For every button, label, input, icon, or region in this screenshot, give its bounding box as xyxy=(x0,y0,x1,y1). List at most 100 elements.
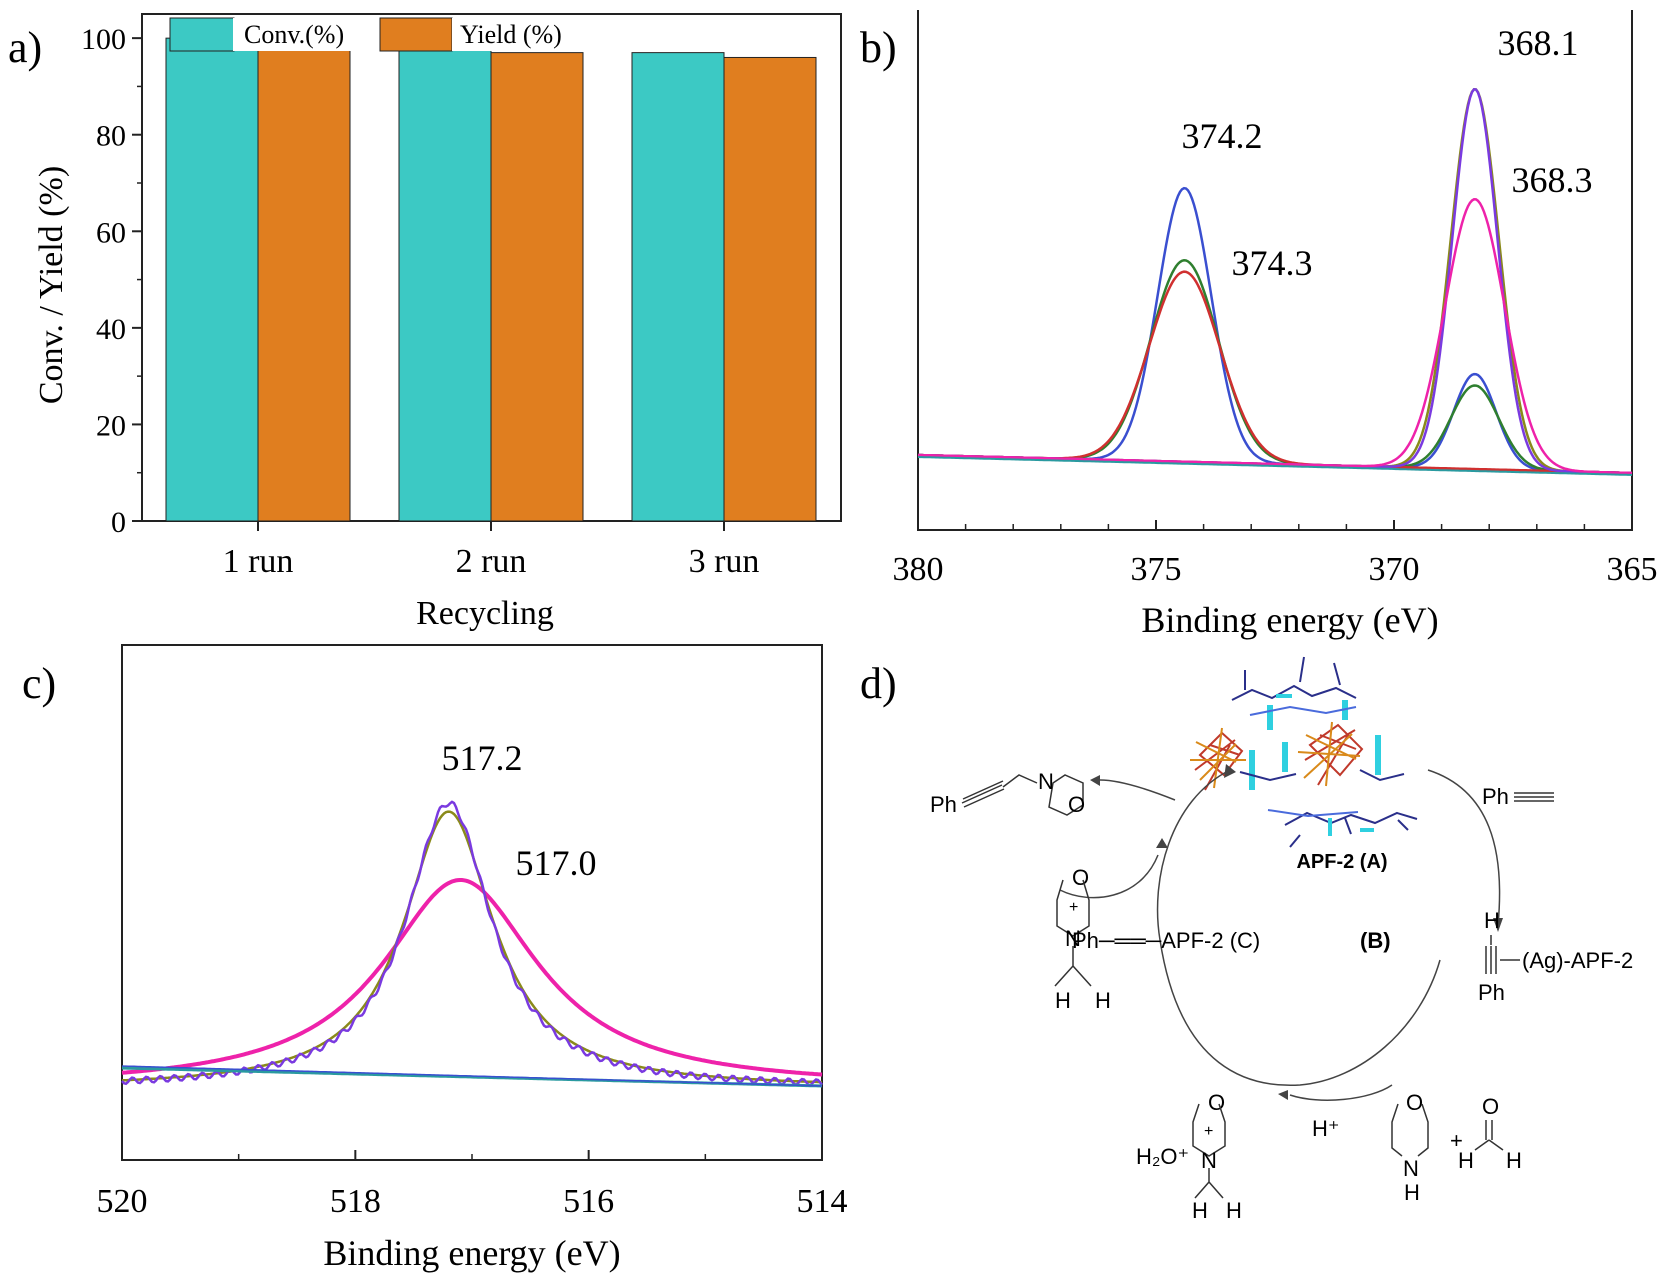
x-axis-label-c: Binding energy (eV) xyxy=(323,1233,620,1273)
panel-d: d) xyxy=(860,656,1633,1223)
x-axis-label-b: Binding energy (eV) xyxy=(1141,600,1438,640)
legend-yield-label: Yield (%) xyxy=(460,20,562,49)
product-o: O xyxy=(1068,792,1085,817)
formald-o: O xyxy=(1482,1094,1499,1119)
x-tick-label-b: 380 xyxy=(893,551,944,588)
formaldehyde: O H H xyxy=(1458,1094,1522,1173)
annotation-517-0: 517.0 xyxy=(516,843,597,883)
product-n: N xyxy=(1038,769,1054,794)
formald-h1: H xyxy=(1458,1148,1474,1173)
panel-a-label: a) xyxy=(8,23,42,72)
arrowhead-a xyxy=(1493,918,1503,932)
y-axis-label-a: Conv. / Yield (%) xyxy=(33,166,70,404)
curves-c xyxy=(121,800,823,1088)
morph-n: N xyxy=(1403,1156,1419,1181)
arrow-iminium-in xyxy=(1059,854,1159,899)
bar-yield-1 xyxy=(257,42,351,522)
intermediate-c: Ph─══─APF-2 (C) xyxy=(1072,928,1260,953)
arrowhead-d xyxy=(1156,838,1168,848)
y-tick-label-a: 80 xyxy=(96,120,126,153)
arrow-morph-in xyxy=(1289,1084,1393,1101)
iminium-bottom-o: O xyxy=(1208,1090,1225,1115)
x-tick-label-a: 2 run xyxy=(456,543,527,580)
y-tick-label-a: 40 xyxy=(96,313,126,346)
iminium-bottom-h1: H xyxy=(1192,1198,1208,1223)
arrow-heads xyxy=(1090,764,1503,1100)
cycle-arrows xyxy=(1059,769,1501,1101)
iminium-bottom-n: N xyxy=(1201,1148,1217,1173)
product-ph: Ph xyxy=(930,792,957,817)
curve-red-b xyxy=(917,270,1633,475)
bar-conv-1 xyxy=(165,37,259,522)
complex-h: H xyxy=(1484,908,1500,933)
x-tick-label-a: 3 run xyxy=(689,543,760,580)
y-tick-label-a: 20 xyxy=(96,409,126,442)
alkyne-bond xyxy=(1514,792,1554,802)
x-axis-label-a: Recycling xyxy=(416,595,554,632)
panel-a: a) 0 20 40 60 80 100 1 run 2 run 3 run Recyclin… xyxy=(8,13,842,632)
iminium-left-h1: H xyxy=(1055,988,1071,1013)
legend-conv-label: Conv.(%) xyxy=(244,20,344,49)
x-tick-label-a: 1 run xyxy=(223,543,294,580)
annotation-517-2: 517.2 xyxy=(442,738,523,778)
arrow-left-up xyxy=(1156,769,1231,941)
arrow-product-out xyxy=(1099,779,1176,801)
annotation-374-3: 374.3 xyxy=(1232,243,1313,283)
formald-h2: H xyxy=(1506,1148,1522,1173)
x-axis-c: 520 518 516 514 xyxy=(97,1150,848,1220)
iminium-bottom: O + N H H xyxy=(1192,1090,1242,1223)
annotation-368-3: 368.3 xyxy=(1512,160,1593,200)
panel-c-label: c) xyxy=(22,659,56,708)
plus-sign: + xyxy=(1450,1128,1463,1153)
intermediate-b: (B) xyxy=(1360,928,1391,953)
morph-o: O xyxy=(1406,1090,1423,1115)
water: H₂O⁺ xyxy=(1136,1144,1189,1169)
baseline-c-2 xyxy=(121,1065,823,1087)
panel-b: b) 380 375 370 365 Binding energy (eV) 374.… xyxy=(860,10,1658,640)
bars-a xyxy=(165,37,817,522)
bar-yield-2 xyxy=(490,52,584,522)
y-axis-a: 0 20 40 60 80 100 xyxy=(81,23,142,539)
y-tick-label-a: 60 xyxy=(96,216,126,249)
panel-c: c) 520 518 516 514 Binding energy (eV) 517.… xyxy=(22,644,848,1273)
alkyne-ph: Ph xyxy=(1482,784,1509,809)
arrowhead-b xyxy=(1224,764,1236,778)
iminium-left: O + N H H xyxy=(1054,865,1111,1013)
x-tick-label-c: 520 xyxy=(97,1183,148,1220)
product-molecule: Ph N O xyxy=(930,769,1085,817)
panel-b-label: b) xyxy=(860,23,897,72)
morpholine: O N H xyxy=(1391,1090,1429,1205)
iminium-left-h2: H xyxy=(1095,988,1111,1013)
mof-label: APF-2 (A) xyxy=(1296,851,1387,873)
complex-ag: (Ag)-APF-2 xyxy=(1522,948,1633,973)
curve-magenta-c xyxy=(121,878,823,1077)
legend-yield-swatch xyxy=(379,17,453,52)
annotation-368-1: 368.1 xyxy=(1498,23,1579,63)
arrow-to-complex xyxy=(1427,769,1501,926)
bar-conv-2 xyxy=(398,49,492,522)
arrowhead-c xyxy=(1090,775,1100,786)
x-axis-b: 380 375 370 365 xyxy=(893,520,1658,588)
arrow-bottom-arc xyxy=(1159,939,1441,1087)
panel-d-label: d) xyxy=(860,659,897,708)
x-tick-label-b: 365 xyxy=(1607,551,1658,588)
legend-conv-bg xyxy=(233,18,373,51)
legend-yield-bg xyxy=(452,18,592,51)
iminium-left-o: O xyxy=(1072,865,1089,890)
x-tick-label-c: 514 xyxy=(797,1183,848,1220)
complex-ph: Ph xyxy=(1478,980,1505,1005)
morph-h: H xyxy=(1404,1180,1420,1205)
iminium-bottom-plus: + xyxy=(1204,1123,1213,1140)
legend-a: Conv.(%) Yield (%) xyxy=(169,17,592,52)
x-tick-label-c: 516 xyxy=(563,1183,614,1220)
curves-b xyxy=(917,87,1633,476)
x-tick-label-c: 518 xyxy=(330,1183,381,1220)
legend-conv-swatch xyxy=(169,17,235,52)
baseline-b xyxy=(917,456,1633,476)
ag-complex: H (Ag)-APF-2 Ph xyxy=(1478,908,1633,1005)
y-tick-label-a: 0 xyxy=(111,506,126,539)
x-tick-label-b: 375 xyxy=(1131,551,1182,588)
proton: H⁺ xyxy=(1312,1116,1340,1141)
bar-yield-3 xyxy=(723,56,817,522)
